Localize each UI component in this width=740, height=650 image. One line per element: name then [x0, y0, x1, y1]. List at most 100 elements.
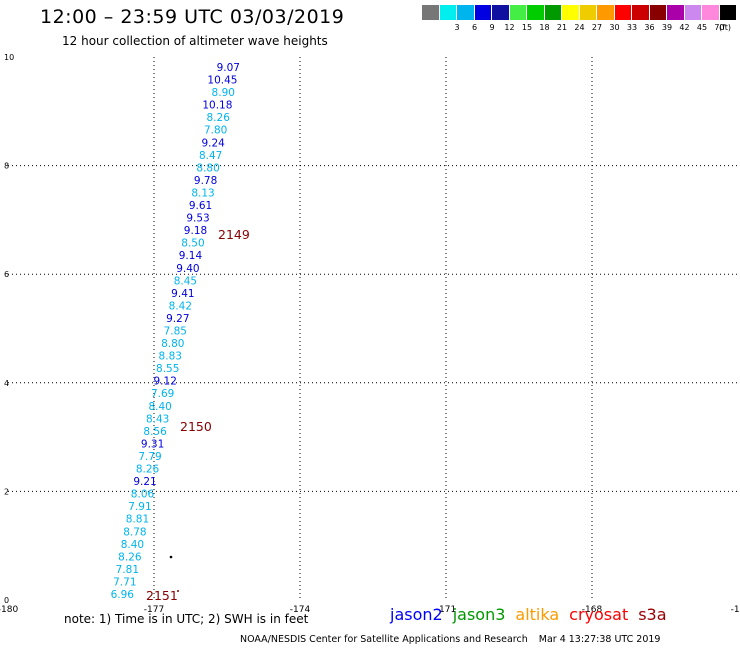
swh-observation-label: 8.26: [136, 464, 160, 476]
satellite-legend-item: jason3: [452, 605, 506, 624]
scale-label: 42: [679, 23, 690, 32]
swh-observation-label: 8.83: [159, 351, 182, 363]
swh-observation-label: 10.45: [207, 75, 237, 87]
x-tick-label: -177: [144, 605, 164, 615]
scale-swatch: [544, 5, 562, 20]
swh-observation-label: 7.69: [151, 388, 174, 400]
scale-swatch: [684, 5, 702, 20]
swh-observation-label: 8.40: [121, 539, 144, 551]
swh-observation-label: 6.96: [111, 589, 135, 601]
scale-label: 70: [714, 23, 725, 32]
swh-observation-label: 8.55: [156, 363, 179, 375]
scale-swatch: [562, 5, 580, 20]
scale-label: 45: [696, 23, 708, 32]
swh-observation-label: 8.56: [143, 426, 167, 438]
swh-observation-label: 9.40: [176, 263, 199, 275]
swh-observation-label: 7.79: [138, 451, 161, 463]
scale-label: 9: [489, 23, 495, 32]
scale-label: 21: [556, 23, 568, 32]
swh-observation-label: 8.26: [207, 112, 231, 124]
generated-timestamp: Mar 4 13:27:38 UTC 2019: [538, 634, 661, 645]
credit-line: NOAA/NESDIS Center for Satellite Applica…: [240, 634, 668, 645]
swh-observation-label: 9.78: [194, 175, 217, 187]
scale-swatch: [667, 5, 685, 20]
scale-label: 33: [626, 23, 638, 32]
credit-org: NOAA/NESDIS Center for Satellite Applica…: [240, 634, 528, 645]
swh-observation-label: 8.81: [126, 514, 149, 526]
x-tick-label: -174: [290, 605, 311, 615]
scale-label: 36: [644, 23, 655, 32]
x-tick-label: -168: [582, 605, 603, 615]
swh-observation-label: 8.13: [191, 187, 214, 199]
scale-label: 3: [454, 23, 460, 32]
satellite-legend-item: jason2: [390, 605, 443, 624]
swh-observation-label: 8.45: [174, 275, 197, 287]
swh-observation-label: 8.80: [196, 162, 219, 174]
swh-observation-label: 9.53: [186, 213, 209, 225]
scale-label: 24: [574, 23, 585, 32]
swh-observation-label: 9.31: [141, 438, 164, 450]
swh-observation-label: 9.21: [133, 476, 156, 488]
swh-observation-label: 8.42: [169, 300, 192, 312]
satellite-legend-item: cryosat: [569, 605, 629, 624]
swh-observation-label: 8.90: [212, 87, 235, 99]
swh-observation-label: 8.40: [148, 401, 171, 413]
y-tick-label: 0: [4, 596, 9, 605]
swh-observation-label: 9.18: [184, 225, 207, 237]
swh-observation-label: 8.50: [181, 238, 204, 250]
swh-observation-label: 7.81: [116, 564, 139, 576]
scale-swatch: [579, 5, 597, 20]
time-label: 2150: [180, 419, 212, 434]
swh-observation-label: 8.43: [146, 413, 169, 425]
swh-observation-label: 7.85: [164, 326, 187, 338]
track-point-marker: [169, 555, 173, 559]
swh-observation-label: 8.80: [161, 338, 184, 350]
y-tick-label: 8: [4, 162, 9, 171]
scale-unit: (ft): [719, 23, 732, 32]
swh-observation-label: 9.61: [189, 200, 212, 212]
swh-observation-label: 8.06: [131, 489, 155, 501]
y-tick-label: 6: [4, 270, 9, 279]
swh-observation-label: 9.27: [166, 313, 189, 325]
y-tick-label: 4: [4, 379, 9, 388]
scale-swatch: [457, 5, 475, 20]
map-title: 12:00 – 23:59 UTC 03/03/2019: [40, 6, 345, 28]
scale-swatch: [509, 5, 527, 20]
scale-swatch: [492, 5, 510, 20]
swh-observation-label: 9.12: [154, 376, 177, 388]
satellite-legend-item: altika: [515, 605, 560, 624]
x-tick-label: -16: [731, 605, 740, 615]
scale-label: 6: [471, 23, 478, 32]
swh-observation-label: 7.71: [113, 576, 136, 588]
scale-swatch: [597, 5, 615, 20]
x-tick-label: -171: [436, 605, 456, 615]
scale-swatch: [632, 5, 650, 20]
x-tick-label: -180: [0, 605, 18, 615]
scale-label: 18: [539, 23, 550, 32]
map-subtitle: 12 hour collection of altimeter wave hei…: [62, 34, 328, 48]
scale-swatch: [474, 5, 492, 20]
swh-observation-label: 7.80: [204, 125, 227, 137]
scale-label: 12: [504, 23, 515, 32]
scale-swatch: [439, 5, 457, 20]
scale-label: 39: [661, 23, 673, 32]
scale-swatch: [614, 5, 632, 20]
scale-label: 30: [609, 23, 620, 32]
time-label: 2151: [146, 588, 178, 603]
scale-swatch: [527, 5, 545, 20]
scale-label: 27: [591, 23, 603, 32]
satellite-legend-item: s3a: [638, 605, 667, 624]
swh-observation-label: 10.18: [202, 100, 232, 112]
swh-observation-label: 7.91: [128, 501, 151, 513]
swh-observation-label: 8.26: [118, 551, 142, 563]
units-note: note: 1) Time is in UTC; 2) SWH is in fe…: [64, 612, 309, 626]
scale-swatch: [422, 5, 440, 20]
swh-observation-label: 9.07: [217, 62, 240, 74]
y-tick-label: 2: [4, 487, 9, 496]
y-tick-label: 10: [4, 53, 14, 62]
track-point-marker: [177, 590, 179, 592]
swh-observation-label: 9.24: [201, 137, 225, 149]
swh-observation-label: 8.78: [123, 526, 146, 538]
satellite-legend: jason2 jason3 altika cryosat s3a: [390, 605, 677, 624]
